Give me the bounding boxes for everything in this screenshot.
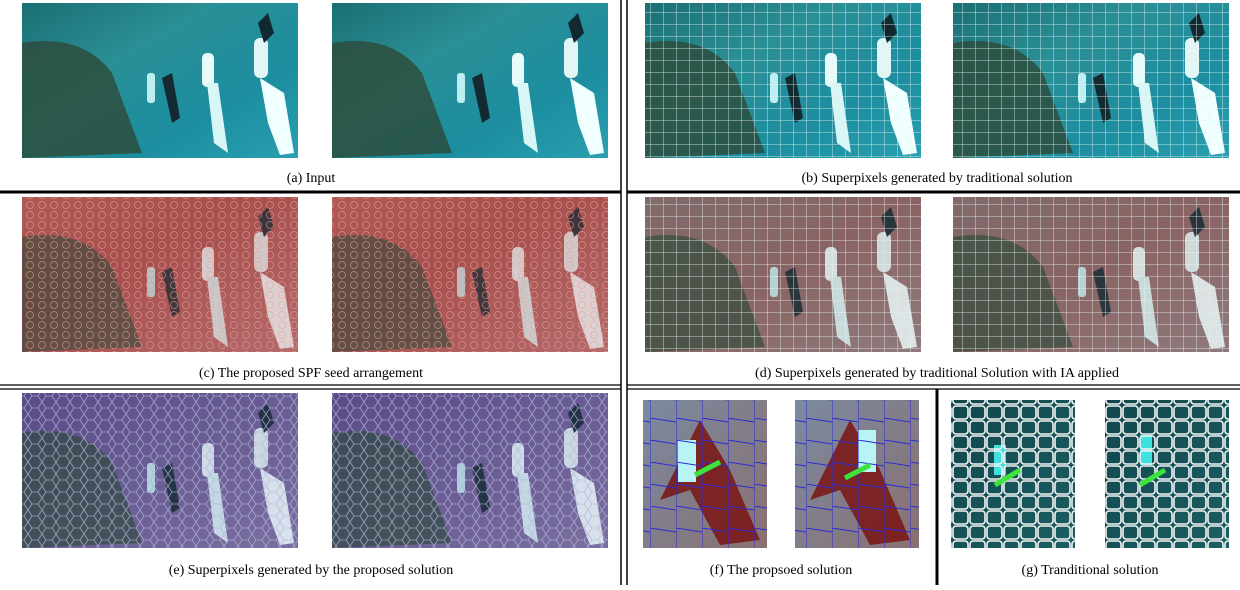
image-f	[643, 400, 919, 548]
caption: (g) Tranditional solution	[1022, 563, 1159, 578]
image-c	[22, 197, 608, 352]
image-g	[951, 400, 1229, 548]
caption: (b) Superpixels generated by traditional…	[802, 171, 1073, 186]
image-a	[22, 3, 608, 158]
caption: (d) Superpixels generated by traditional…	[755, 366, 1119, 381]
image-e	[22, 393, 608, 548]
caption: (f) The propsoed solution	[710, 563, 852, 578]
image-b	[645, 3, 1229, 158]
caption: (c) The proposed SPF seed arrangement	[199, 366, 423, 381]
image-d	[645, 197, 1229, 352]
caption: (a) Input	[287, 171, 336, 186]
figure: (a) Input (b) Superpixels generated by t…	[0, 0, 1240, 585]
caption: (e) Superpixels generated by the propose…	[169, 563, 454, 578]
